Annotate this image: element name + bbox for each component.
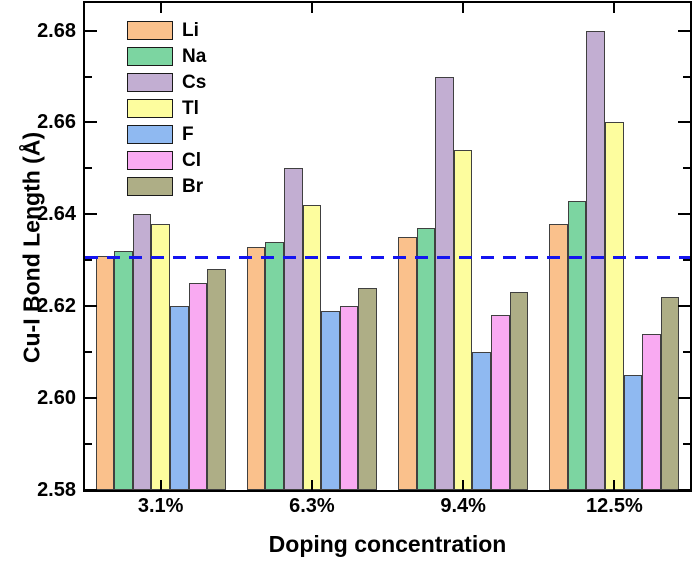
bar-f-6.3% xyxy=(321,310,340,490)
y-tick-label: 2.60 xyxy=(37,387,76,410)
legend-label-f: F xyxy=(182,124,194,145)
y-tick-right xyxy=(678,397,690,400)
y-tick-left xyxy=(85,489,97,491)
y-tick-right xyxy=(683,167,690,170)
legend-swatch-br xyxy=(127,177,173,196)
bar-tl-6.3% xyxy=(302,205,322,490)
y-tick-right xyxy=(678,121,690,124)
bar-li-3.1% xyxy=(95,255,115,490)
x-tick-label: 12.5% xyxy=(586,495,643,517)
bar-na-9.4% xyxy=(416,228,436,490)
y-tick-left xyxy=(85,167,92,170)
x-axis-title: Doping concentration xyxy=(268,531,507,557)
y-tick-label: 2.68 xyxy=(37,19,76,42)
bar-cl-3.1% xyxy=(188,283,208,490)
legend-swatch-cl xyxy=(127,151,173,170)
legend-swatch-li xyxy=(127,21,173,40)
x-tick-top xyxy=(613,3,616,13)
x-tick-label: 6.3% xyxy=(289,495,335,517)
legend-swatch-tl xyxy=(127,99,173,118)
bar-br-3.1% xyxy=(207,269,226,490)
bar-cs-9.4% xyxy=(435,76,454,490)
bar-br-6.3% xyxy=(358,287,377,490)
legend-label-na: Na xyxy=(182,46,207,67)
bar-f-3.1% xyxy=(169,306,189,490)
y-tick-label: 2.64 xyxy=(37,203,76,226)
bar-li-6.3% xyxy=(246,246,266,490)
y-tick-right xyxy=(683,259,690,262)
x-tick-top xyxy=(462,3,465,13)
y-tick-right xyxy=(678,489,690,491)
legend-label-cs: Cs xyxy=(182,72,207,93)
bar-cl-9.4% xyxy=(491,315,510,490)
bar-cl-12.5% xyxy=(642,333,661,490)
y-tick-left xyxy=(85,213,97,216)
y-tick-label: 2.66 xyxy=(37,111,76,134)
y-axis-title: Cu-I Bond Length (Å) xyxy=(18,131,45,364)
legend-swatch-na xyxy=(127,47,173,66)
y-tick-left xyxy=(85,443,92,446)
x-tick-bottom xyxy=(613,480,616,490)
bar-na-3.1% xyxy=(114,251,133,490)
y-tick-left xyxy=(85,259,92,262)
legend-label-li: Li xyxy=(182,20,199,41)
reference-dashed-line xyxy=(85,256,690,260)
bar-li-9.4% xyxy=(398,237,417,490)
x-tick-top xyxy=(310,3,313,13)
y-tick-left xyxy=(85,29,97,32)
y-tick-left xyxy=(85,75,92,78)
bar-na-12.5% xyxy=(567,200,587,490)
legend-swatch-f xyxy=(127,125,173,144)
plot-area xyxy=(83,1,692,492)
bar-tl-9.4% xyxy=(453,150,473,490)
bar-br-12.5% xyxy=(660,297,680,490)
x-tick-label: 9.4% xyxy=(440,495,486,517)
x-tick-top xyxy=(159,3,162,13)
y-tick-right xyxy=(678,213,690,216)
x-tick-bottom xyxy=(462,480,465,490)
x-tick-bottom xyxy=(159,480,162,490)
legend-swatch-cs xyxy=(127,73,173,92)
bar-f-12.5% xyxy=(623,375,643,490)
x-tick-label: 3.1% xyxy=(137,495,184,517)
bar-tl-12.5% xyxy=(605,122,624,490)
y-tick-left xyxy=(85,121,97,124)
legend-label-br: Br xyxy=(182,176,204,197)
legend-label-tl: Tl xyxy=(182,98,199,119)
y-tick-left xyxy=(85,351,92,354)
bar-cl-6.3% xyxy=(339,306,359,490)
y-tick-label: 2.62 xyxy=(37,295,76,318)
bar-cs-6.3% xyxy=(283,168,303,490)
y-tick-right xyxy=(678,305,690,308)
y-tick-right xyxy=(683,443,690,446)
y-tick-right xyxy=(678,29,690,32)
y-tick-right xyxy=(683,351,690,354)
bar-f-9.4% xyxy=(472,352,492,490)
y-tick-right xyxy=(683,75,690,78)
x-tick-bottom xyxy=(310,480,313,490)
bar-cs-12.5% xyxy=(586,30,606,490)
bar-na-6.3% xyxy=(265,241,284,490)
legend-label-cl: Cl xyxy=(182,150,201,171)
bar-cs-3.1% xyxy=(132,214,152,490)
bar-li-12.5% xyxy=(549,223,568,490)
bar-tl-3.1% xyxy=(151,223,170,490)
y-tick-label: 2.58 xyxy=(37,479,76,501)
y-tick-left xyxy=(85,305,97,308)
bar-br-9.4% xyxy=(509,292,529,490)
y-tick-left xyxy=(85,397,97,400)
